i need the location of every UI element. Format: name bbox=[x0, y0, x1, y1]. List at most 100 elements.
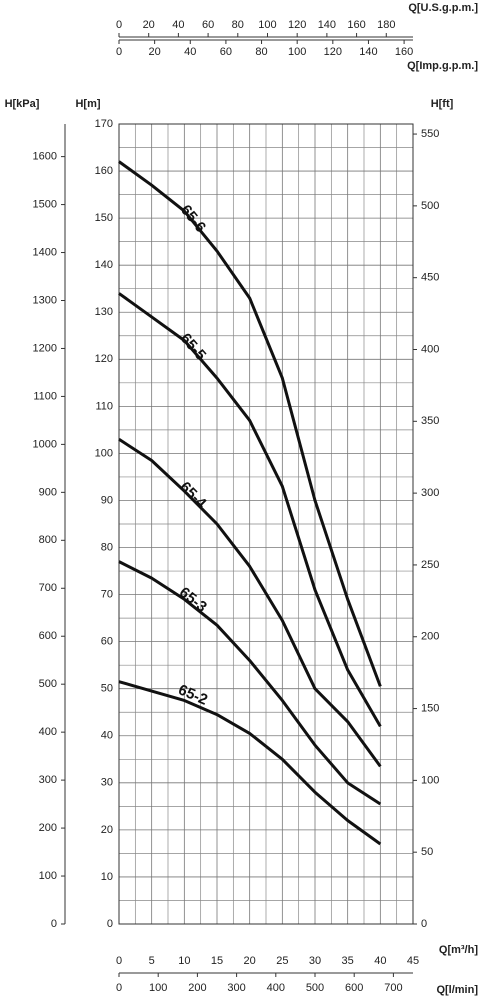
y2-axis-title: H[ft] bbox=[431, 98, 454, 110]
y-tick-label: 60 bbox=[101, 636, 113, 648]
tick-label: 40 bbox=[184, 46, 196, 58]
tick-label: 160 bbox=[347, 19, 365, 31]
axis-title: H[kPa] bbox=[5, 98, 40, 110]
tick-label: 1300 bbox=[33, 294, 57, 306]
tick-label: 140 bbox=[318, 19, 336, 31]
tick-label: 140 bbox=[359, 46, 377, 58]
y2-tick-label: 250 bbox=[421, 559, 439, 571]
y-tick-label: 20 bbox=[101, 824, 113, 836]
y-tick-label: 140 bbox=[95, 259, 113, 271]
y-tick-label: 90 bbox=[101, 494, 113, 506]
x-axis-title: Q[m³/h] bbox=[439, 944, 478, 956]
x-tick-label: 0 bbox=[116, 955, 122, 967]
tick-label: 1100 bbox=[33, 390, 57, 402]
curve bbox=[118, 680, 382, 846]
y-tick-label: 0 bbox=[107, 918, 113, 930]
tick-label: 0 bbox=[116, 19, 122, 31]
x-tick-label: 35 bbox=[342, 955, 354, 967]
tick-label: 200 bbox=[39, 822, 57, 834]
tick-label: 500 bbox=[39, 678, 57, 690]
curve-label: 65-5 bbox=[177, 330, 210, 364]
y-tick-label: 10 bbox=[101, 871, 113, 883]
y-tick-label: 80 bbox=[101, 541, 113, 553]
y-tick-label: 50 bbox=[101, 683, 113, 695]
tick-label: 900 bbox=[39, 486, 57, 498]
tick-label: 20 bbox=[149, 46, 161, 58]
curve bbox=[118, 438, 382, 768]
y2-tick-label: 150 bbox=[421, 702, 439, 714]
tick-label: 1500 bbox=[33, 198, 57, 210]
y-tick-label: 130 bbox=[95, 306, 113, 318]
plot-frame bbox=[118, 123, 414, 925]
tick-label: 0 bbox=[116, 982, 122, 994]
curve-label: 65-3 bbox=[176, 584, 210, 616]
axis-title: Q[l/min] bbox=[436, 984, 478, 996]
x-tick-label: 5 bbox=[149, 955, 155, 967]
y-tick-label: 40 bbox=[101, 730, 113, 742]
y2-tick-label: 400 bbox=[421, 343, 439, 355]
curve bbox=[118, 160, 382, 687]
tick-label: 80 bbox=[232, 19, 244, 31]
curve bbox=[118, 560, 382, 806]
tick-label: 1600 bbox=[33, 151, 57, 163]
curve-label: 65-6 bbox=[177, 202, 209, 236]
curve-label: 65-4 bbox=[176, 479, 210, 513]
y-tick-label: 110 bbox=[95, 400, 113, 412]
x-tick-label: 45 bbox=[407, 955, 419, 967]
y-axis-title: H[m] bbox=[75, 98, 100, 110]
x-tick-label: 15 bbox=[211, 955, 223, 967]
y-tick-label: 100 bbox=[95, 447, 113, 459]
tick-label: 700 bbox=[39, 582, 57, 594]
tick-label: 100 bbox=[288, 46, 306, 58]
y2-tick-label: 300 bbox=[421, 487, 439, 499]
curve bbox=[118, 292, 382, 728]
x-tick-label: 40 bbox=[374, 955, 386, 967]
axis-title: Q[U.S.g.p.m.] bbox=[408, 2, 478, 14]
x-tick-label: 25 bbox=[276, 955, 288, 967]
tick-label: 400 bbox=[267, 982, 285, 994]
tick-label: 60 bbox=[202, 19, 214, 31]
tick-label: 60 bbox=[220, 46, 232, 58]
y-tick-label: 120 bbox=[95, 353, 113, 365]
tick-label: 40 bbox=[172, 19, 184, 31]
y2-tick-label: 550 bbox=[421, 128, 439, 140]
tick-label: 300 bbox=[39, 774, 57, 786]
tick-label: 100 bbox=[39, 870, 57, 882]
x-tick-label: 20 bbox=[244, 955, 256, 967]
tick-label: 20 bbox=[143, 19, 155, 31]
y-tick-label: 170 bbox=[95, 118, 113, 130]
y-tick-label: 160 bbox=[95, 165, 113, 177]
tick-label: 600 bbox=[39, 630, 57, 642]
tick-label: 0 bbox=[51, 918, 57, 930]
x-tick-label: 30 bbox=[309, 955, 321, 967]
y-tick-label: 150 bbox=[95, 212, 113, 224]
tick-label: 100 bbox=[149, 982, 167, 994]
tick-label: 120 bbox=[288, 19, 306, 31]
tick-label: 180 bbox=[377, 19, 395, 31]
y2-tick-label: 100 bbox=[421, 774, 439, 786]
tick-label: 100 bbox=[258, 19, 276, 31]
tick-label: 800 bbox=[39, 534, 57, 546]
y2-tick-label: 0 bbox=[421, 918, 427, 930]
tick-label: 300 bbox=[227, 982, 245, 994]
tick-label: 400 bbox=[39, 726, 57, 738]
y2-tick-label: 350 bbox=[421, 415, 439, 427]
x-tick-label: 10 bbox=[178, 955, 190, 967]
tick-label: 80 bbox=[255, 46, 267, 58]
y2-tick-label: 200 bbox=[421, 631, 439, 643]
y2-tick-label: 50 bbox=[421, 846, 433, 858]
tick-label: 500 bbox=[306, 982, 324, 994]
y-tick-label: 30 bbox=[101, 777, 113, 789]
tick-label: 120 bbox=[324, 46, 342, 58]
tick-label: 1200 bbox=[33, 342, 57, 354]
y2-tick-label: 450 bbox=[421, 272, 439, 284]
tick-label: 600 bbox=[345, 982, 363, 994]
tick-label: 160 bbox=[395, 46, 413, 58]
tick-label: 0 bbox=[116, 46, 122, 58]
tick-label: 1000 bbox=[33, 438, 57, 450]
tick-label: 200 bbox=[188, 982, 206, 994]
y2-tick-label: 500 bbox=[421, 200, 439, 212]
axis-title: Q[Imp.g.p.m.] bbox=[407, 60, 478, 72]
tick-label: 1400 bbox=[33, 246, 57, 258]
